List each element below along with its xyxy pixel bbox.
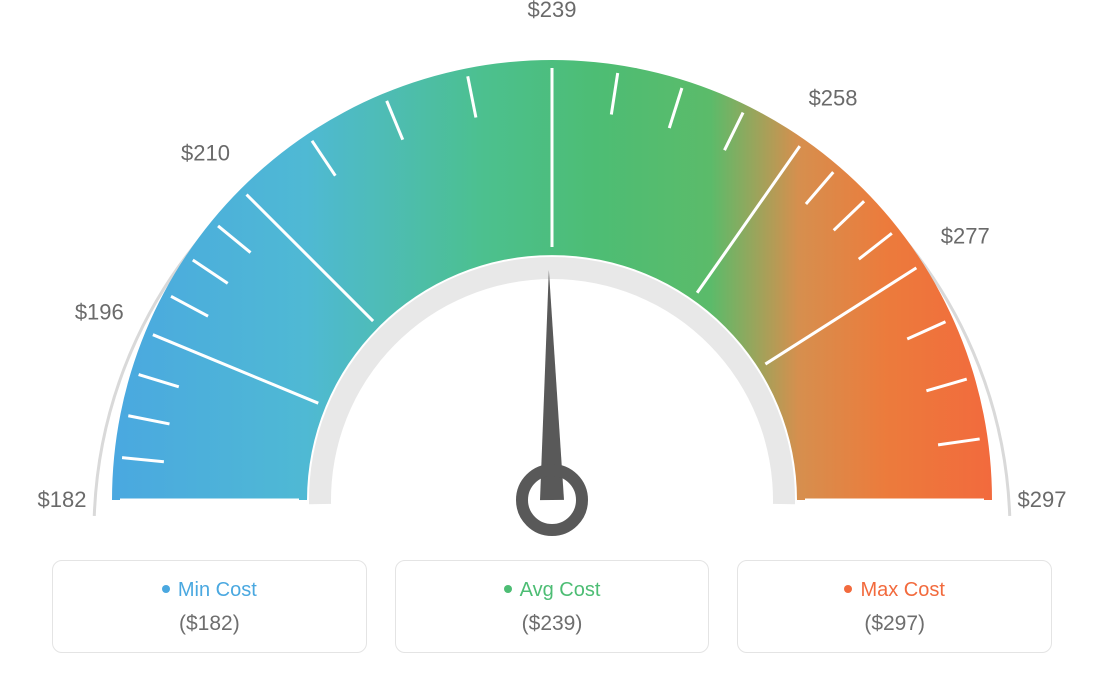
- svg-text:$277: $277: [941, 224, 990, 249]
- legend-value-avg: ($239): [406, 612, 699, 636]
- gauge-svg: $182 $196 $210 $239 $258 $277 $297: [0, 0, 1104, 560]
- svg-text:$239: $239: [528, 0, 577, 22]
- legend-value-max: ($297): [748, 612, 1041, 636]
- legend-row: Min Cost ($182) Avg Cost ($239) Max Cost…: [52, 560, 1052, 653]
- svg-text:$210: $210: [181, 141, 230, 166]
- svg-text:$297: $297: [1018, 487, 1067, 512]
- legend-label-max: Max Cost: [748, 579, 1041, 602]
- svg-text:$258: $258: [809, 86, 858, 111]
- legend-label-min: Min Cost: [63, 579, 356, 602]
- bullet-max: [844, 585, 852, 593]
- gauge-chart: $182 $196 $210 $239 $258 $277 $297: [0, 0, 1104, 560]
- legend-card-max: Max Cost ($297): [737, 560, 1052, 653]
- legend-card-avg: Avg Cost ($239): [395, 560, 710, 653]
- legend-label-min-text: Min Cost: [178, 579, 257, 601]
- bullet-min: [162, 585, 170, 593]
- legend-label-avg-text: Avg Cost: [520, 579, 601, 601]
- legend-value-min: ($182): [63, 612, 356, 636]
- legend-label-max-text: Max Cost: [860, 579, 944, 601]
- bullet-avg: [504, 585, 512, 593]
- svg-text:$182: $182: [38, 487, 87, 512]
- svg-text:$196: $196: [75, 299, 124, 324]
- legend-label-avg: Avg Cost: [406, 579, 699, 602]
- legend-card-min: Min Cost ($182): [52, 560, 367, 653]
